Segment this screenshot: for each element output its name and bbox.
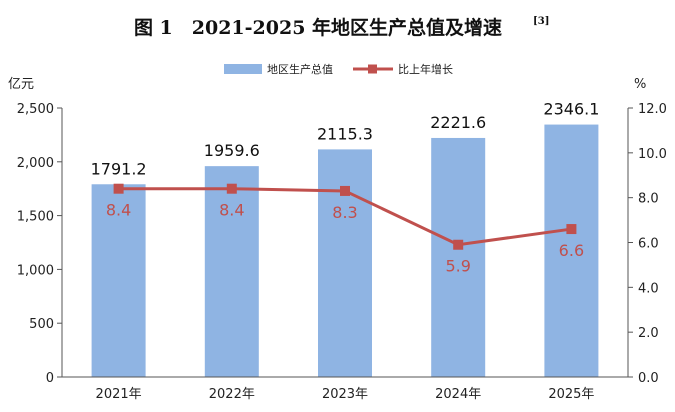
gdp-bar-label: 2115.3: [317, 124, 373, 143]
legend-line-label: 比上年增长: [398, 62, 453, 76]
gdp-bar-label: 1791.2: [91, 159, 147, 178]
x-axis-tick-label: 2021年: [96, 387, 142, 402]
growth-value-label: 6.6: [559, 241, 584, 260]
gdp-bar-label: 1959.6: [204, 141, 260, 160]
gdp-bar: [91, 184, 146, 377]
line-series: [113, 183, 577, 250]
legend-bar-swatch: [224, 64, 262, 74]
chart-title: 图 1 2021-2025 年地区生产总值及增速: [134, 16, 502, 39]
right-axis-tick-label: 4.0: [638, 281, 659, 296]
x-axis-tick-label: 2023年: [322, 387, 368, 402]
growth-marker: [226, 183, 237, 194]
legend-bar-label: 地区生产总值: [267, 62, 333, 76]
right-y-axis: % 0.0 2.0 4.0 6.0 8.0 10.0 12.0: [627, 77, 667, 386]
growth-marker: [453, 239, 464, 250]
gdp-bar: [318, 149, 372, 377]
x-axis-tick-label: 2024年: [435, 387, 481, 402]
x-axis-tick-label: 2022年: [209, 387, 255, 402]
right-axis-unit: %: [634, 77, 646, 92]
left-axis-tick-label: 1,000: [17, 263, 54, 278]
bar-value-labels: 1791.2 1959.6 2115.3 2221.6 2346.1: [91, 100, 600, 179]
left-axis-tick-label: 2,500: [17, 102, 54, 117]
chart-title-group: 图 1 2021-2025 年地区生产总值及增速 [3]: [134, 16, 549, 39]
right-axis-tick-label: 8.0: [638, 192, 659, 207]
growth-value-label: 8.4: [219, 201, 244, 220]
line-value-labels: 8.4 8.4 8.3 5.9 6.6: [106, 201, 584, 276]
growth-marker: [113, 183, 124, 194]
growth-value-label: 8.4: [106, 201, 131, 220]
gdp-bar: [431, 137, 486, 377]
x-axis-tick-label: 2025年: [548, 387, 594, 402]
left-axis-tick-label: 500: [29, 317, 54, 332]
left-axis-tick-label: 2,000: [17, 156, 54, 171]
gdp-bar: [544, 124, 599, 378]
right-axis-tick-label: 6.0: [638, 237, 659, 252]
chart-legend: 地区生产总值 比上年增长: [224, 62, 453, 76]
right-axis-tick-label: 2.0: [638, 326, 659, 341]
x-axis: 2021年 2022年 2023年 2024年 2025年: [62, 376, 628, 402]
left-axis-tick-label: 1,500: [17, 210, 54, 225]
right-axis-tick-label: 0.0: [638, 371, 659, 386]
growth-value-label: 8.3: [332, 203, 357, 222]
right-axis-tick-label: 10.0: [638, 147, 667, 162]
growth-marker: [566, 224, 577, 235]
right-axis-tick-label: 12.0: [638, 102, 667, 117]
left-axis-tick-label: 0: [46, 371, 54, 386]
growth-marker: [340, 185, 350, 196]
legend-line-marker: [368, 64, 377, 74]
gdp-bar: [204, 166, 259, 377]
gdp-bar-label: 2221.6: [430, 113, 486, 132]
gdp-bar-label: 2346.1: [543, 100, 599, 119]
chart-title-footnote: [3]: [533, 16, 549, 27]
growth-value-label: 5.9: [445, 257, 470, 276]
bar-series: [91, 124, 599, 378]
left-y-axis: 亿元 0 500 1,000 1,500 2,000 2,500: [8, 77, 63, 386]
left-axis-unit: 亿元: [8, 77, 34, 92]
